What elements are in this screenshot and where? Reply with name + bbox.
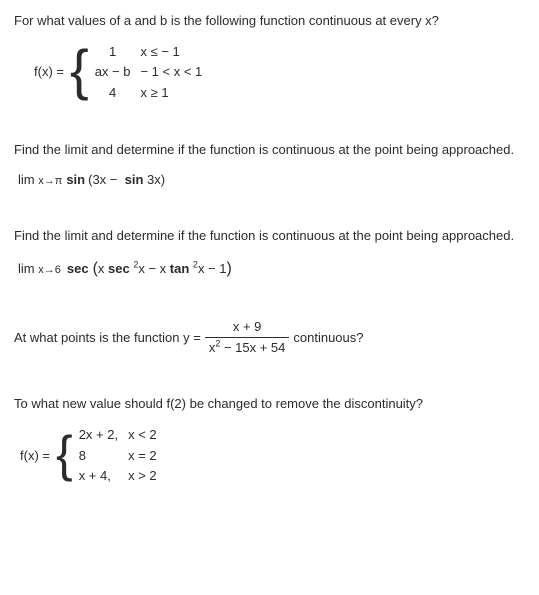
- problem-5: To what new value should f(2) be changed…: [14, 395, 525, 486]
- case-row: 4 x ≥ 1: [95, 83, 213, 103]
- limit-approach: x→π: [38, 175, 62, 187]
- problem-3-prompt: Find the limit and determine if the func…: [14, 227, 525, 245]
- fn-label: f(x) =: [34, 63, 64, 81]
- case-row: 8 x = 2: [79, 446, 167, 466]
- fraction: x + 9 x2 − 15x + 54: [205, 318, 290, 357]
- fraction-numerator: x + 9: [205, 318, 290, 338]
- case-expr: ax − b: [95, 62, 141, 82]
- case-row: ax − b − 1 < x < 1: [95, 62, 213, 82]
- case-cond: x = 2: [128, 446, 167, 466]
- problem-5-prompt: To what new value should f(2) be changed…: [14, 395, 525, 413]
- problem-4-line: At what points is the function y = x + 9…: [14, 318, 525, 357]
- case-row: 1 x ≤ − 1: [95, 42, 213, 62]
- limit-expression: lim x→6 sec ( x sec 2x − x tan 2x − 1 ): [18, 258, 525, 280]
- cases: 2x + 2, x < 2 8 x = 2 x + 4, x > 2: [79, 425, 167, 486]
- problem-1: For what values of a and b is the follow…: [14, 12, 525, 103]
- fn-label: f(x) =: [20, 447, 50, 465]
- case-expr: 2x + 2,: [79, 425, 128, 445]
- brace-icon: {: [56, 434, 73, 474]
- limit-op: lim: [18, 172, 35, 187]
- lead-text: At what points is the function y =: [14, 329, 201, 347]
- fraction-denominator: x2 − 15x + 54: [205, 338, 290, 357]
- cases: 1 x ≤ − 1 ax − b − 1 < x < 1 4 x ≥ 1: [95, 42, 213, 103]
- case-cond: x < 2: [128, 425, 167, 445]
- brace-icon: {: [70, 48, 89, 93]
- case-cond: x > 2: [128, 466, 167, 486]
- case-expr: 8: [79, 446, 128, 466]
- problem-3: Find the limit and determine if the func…: [14, 227, 525, 280]
- limit-op: lim: [18, 261, 35, 276]
- case-cond: − 1 < x < 1: [140, 62, 212, 82]
- term: x sec 2x − x tan 2x − 1: [98, 260, 227, 278]
- fn-arg: (3x − sin 3x): [88, 171, 165, 189]
- problem-2: Find the limit and determine if the func…: [14, 141, 525, 190]
- case-expr: 4: [95, 83, 141, 103]
- case-cond: x ≤ − 1: [140, 42, 212, 62]
- problem-5-piecewise: f(x) = { 2x + 2, x < 2 8 x = 2 x + 4, x …: [20, 425, 525, 486]
- problem-1-prompt: For what values of a and b is the follow…: [14, 12, 525, 30]
- fn-op: sec: [67, 260, 89, 278]
- limit-approach: x→6: [38, 264, 61, 276]
- limit: lim x→π: [18, 171, 62, 189]
- case-row: x + 4, x > 2: [79, 466, 167, 486]
- paren-close: ): [226, 258, 231, 280]
- limit-expression: lim x→π sin (3x − sin 3x): [18, 171, 525, 189]
- problem-2-prompt: Find the limit and determine if the func…: [14, 141, 525, 159]
- case-expr: 1: [95, 42, 141, 62]
- fn-op: sin: [66, 171, 85, 189]
- problem-4: At what points is the function y = x + 9…: [14, 318, 525, 357]
- problem-1-piecewise: f(x) = { 1 x ≤ − 1 ax − b − 1 < x < 1 4 …: [34, 42, 525, 103]
- limit: lim x→6: [18, 260, 61, 278]
- tail-text: continuous?: [293, 329, 363, 347]
- case-cond: x ≥ 1: [140, 83, 212, 103]
- case-row: 2x + 2, x < 2: [79, 425, 167, 445]
- case-expr: x + 4,: [79, 466, 128, 486]
